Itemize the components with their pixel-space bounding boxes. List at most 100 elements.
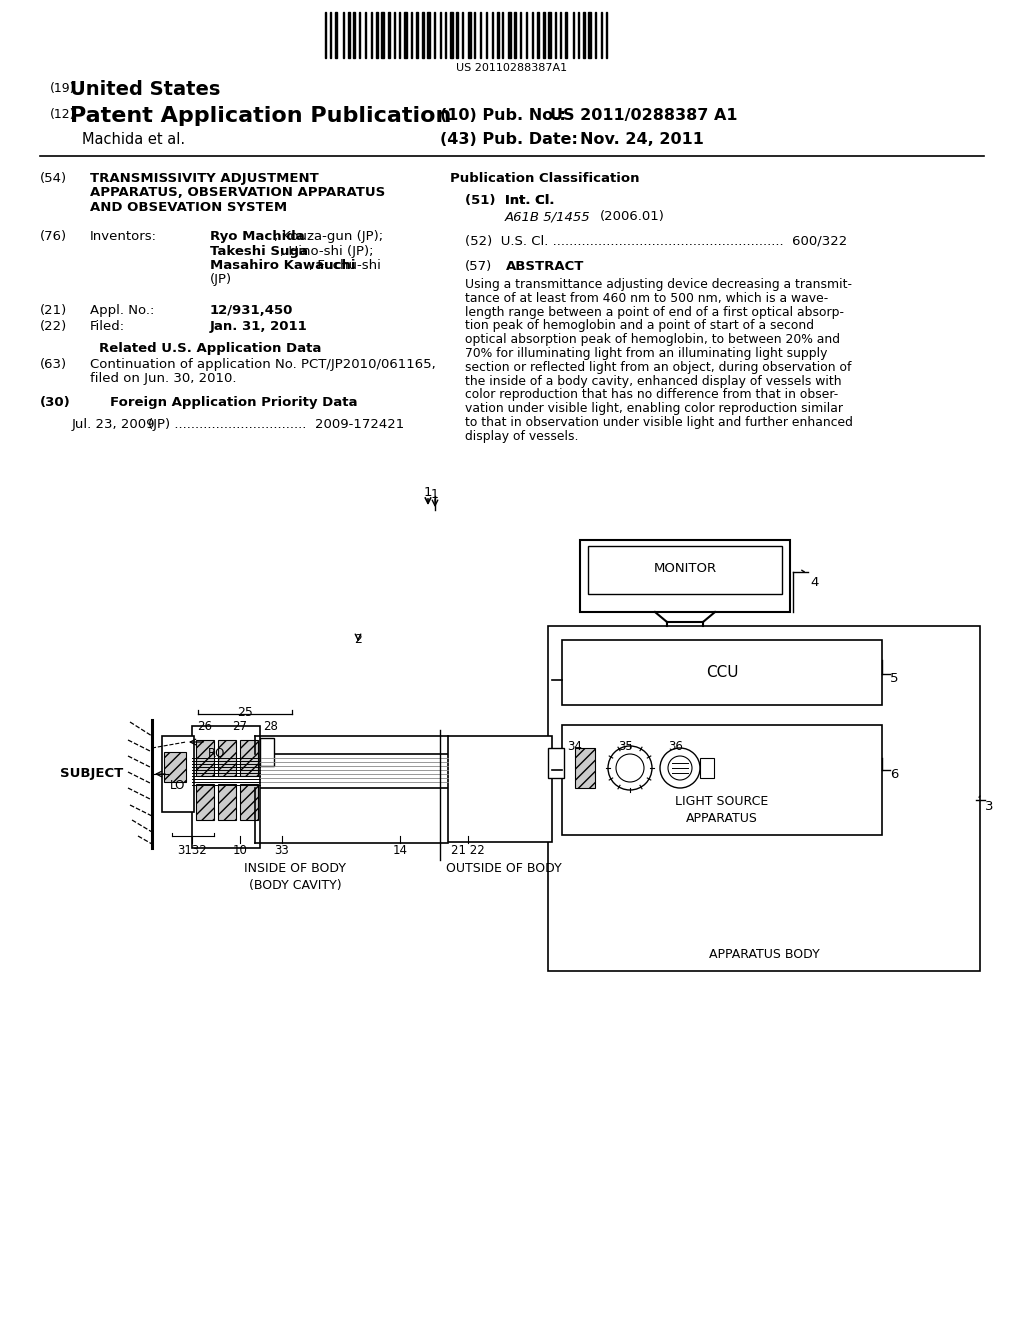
Bar (404, 12, 407, 58)
Text: 25: 25 (238, 706, 253, 719)
Bar (588, 546, 782, 594)
Text: Machida et al.: Machida et al. (82, 132, 185, 147)
Text: Continuation of application No. PCT/JP2010/061165,: Continuation of application No. PCT/JP20… (90, 358, 436, 371)
Text: to that in observation under visible light and further enhanced: to that in observation under visible lig… (465, 416, 853, 429)
Text: United States: United States (70, 81, 220, 99)
Text: (57): (57) (465, 260, 493, 273)
Bar (548, 626, 980, 972)
Text: Inventors:: Inventors: (90, 230, 157, 243)
Text: 21 22: 21 22 (452, 843, 485, 857)
Bar (565, 12, 567, 58)
Text: Appl. No.:: Appl. No.: (90, 304, 155, 317)
Text: Nov. 24, 2011: Nov. 24, 2011 (580, 132, 703, 147)
Text: 26: 26 (198, 719, 213, 733)
Text: (21): (21) (40, 304, 68, 317)
Text: 6: 6 (890, 768, 898, 781)
Text: (30): (30) (40, 396, 71, 409)
Text: , Kouza-gun (JP);: , Kouza-gun (JP); (273, 230, 383, 243)
Text: filed on Jun. 30, 2010.: filed on Jun. 30, 2010. (90, 372, 237, 385)
Bar (468, 12, 471, 58)
Text: LIGHT SOURCE
APPARATUS: LIGHT SOURCE APPARATUS (676, 795, 769, 825)
Text: 1: 1 (431, 488, 439, 502)
Text: 35: 35 (618, 741, 634, 752)
Text: ABSTRACT: ABSTRACT (506, 260, 584, 273)
Bar (562, 640, 882, 705)
Text: Takeshi Suga: Takeshi Suga (210, 244, 308, 257)
Text: section or reflected light from an object, during observation of: section or reflected light from an objec… (465, 360, 852, 374)
Text: 36: 36 (669, 741, 683, 752)
Text: 33: 33 (274, 843, 290, 857)
Bar (450, 12, 453, 58)
Text: tance of at least from 460 nm to 500 nm, which is a wave-: tance of at least from 460 nm to 500 nm,… (465, 292, 828, 305)
Bar (575, 748, 595, 788)
Text: (54): (54) (40, 172, 68, 185)
Text: Masahiro Kawauchi: Masahiro Kawauchi (210, 259, 355, 272)
Text: CCU: CCU (706, 665, 738, 680)
Bar (508, 12, 511, 58)
Bar (218, 784, 236, 820)
Bar (700, 758, 714, 777)
Text: (52)  U.S. Cl. ........................................................  600/322: (52) U.S. Cl. ..........................… (465, 234, 847, 247)
Text: 3: 3 (985, 800, 993, 813)
Bar (388, 12, 390, 58)
Text: US 2011/0288387 A1: US 2011/0288387 A1 (550, 108, 737, 123)
Text: (43) Pub. Date:: (43) Pub. Date: (440, 132, 578, 147)
Text: (2006.01): (2006.01) (600, 210, 665, 223)
Text: vation under visible light, enabling color reproduction similar: vation under visible light, enabling col… (465, 403, 843, 416)
Bar (196, 784, 214, 820)
Text: A61B 5/1455: A61B 5/1455 (505, 210, 591, 223)
Bar (240, 784, 258, 820)
Text: 1: 1 (424, 486, 432, 499)
Bar (548, 748, 564, 777)
Text: (63): (63) (40, 358, 68, 371)
Bar (543, 12, 545, 58)
Bar (497, 12, 499, 58)
Text: , Hino-shi (JP);: , Hino-shi (JP); (280, 244, 373, 257)
Bar (162, 737, 194, 812)
Text: 3132: 3132 (177, 843, 207, 857)
Text: SUBJECT: SUBJECT (60, 767, 123, 780)
Bar (376, 12, 378, 58)
Text: TRANSMISSIVITY ADJUSTMENT: TRANSMISSIVITY ADJUSTMENT (90, 172, 318, 185)
Text: 27: 27 (232, 719, 248, 733)
Text: Patent Application Publication: Patent Application Publication (70, 106, 452, 125)
Text: 4: 4 (810, 576, 818, 589)
Text: , Fuchu-shi: , Fuchu-shi (308, 259, 381, 272)
Bar (422, 12, 424, 58)
Text: OUTSIDE OF BODY: OUTSIDE OF BODY (446, 862, 562, 875)
Bar (240, 741, 258, 776)
Bar (514, 12, 516, 58)
Text: (JP) ................................: (JP) ................................ (148, 418, 306, 432)
Bar (353, 12, 355, 58)
Text: tion peak of hemoglobin and a point of start of a second: tion peak of hemoglobin and a point of s… (465, 319, 814, 333)
Text: Ryo Machida: Ryo Machida (210, 230, 305, 243)
Text: display of vessels.: display of vessels. (465, 430, 579, 442)
Text: 14: 14 (392, 843, 408, 857)
Bar (260, 738, 274, 766)
Text: (22): (22) (40, 319, 68, 333)
Text: 70% for illuminating light from an illuminating light supply: 70% for illuminating light from an illum… (465, 347, 827, 360)
Text: Publication Classification: Publication Classification (451, 172, 640, 185)
Text: RO: RO (208, 747, 225, 760)
Text: Related U.S. Application Data: Related U.S. Application Data (98, 342, 322, 355)
Text: APPARATUS, OBSERVATION APPARATUS: APPARATUS, OBSERVATION APPARATUS (90, 186, 385, 199)
Bar (588, 12, 591, 58)
Text: (JP): (JP) (210, 273, 232, 286)
Bar (193, 726, 260, 847)
Text: INSIDE OF BODY
(BODY CAVITY): INSIDE OF BODY (BODY CAVITY) (244, 862, 346, 892)
Bar (537, 12, 539, 58)
Text: (51)  Int. Cl.: (51) Int. Cl. (465, 194, 554, 207)
Bar (416, 12, 418, 58)
Bar (335, 12, 337, 58)
Text: (76): (76) (40, 230, 68, 243)
Circle shape (608, 746, 652, 789)
Bar (427, 12, 430, 58)
Text: color reproduction that has no difference from that in obser-: color reproduction that has no differenc… (465, 388, 839, 401)
Text: 28: 28 (263, 719, 279, 733)
Text: Jul. 23, 2009: Jul. 23, 2009 (72, 418, 156, 432)
Text: AND OBSEVATION SYSTEM: AND OBSEVATION SYSTEM (90, 201, 287, 214)
Text: APPARATUS BODY: APPARATUS BODY (709, 949, 819, 961)
Text: Int. Cl.: Int. Cl. (505, 194, 555, 207)
Bar (449, 737, 552, 842)
Bar (348, 12, 350, 58)
